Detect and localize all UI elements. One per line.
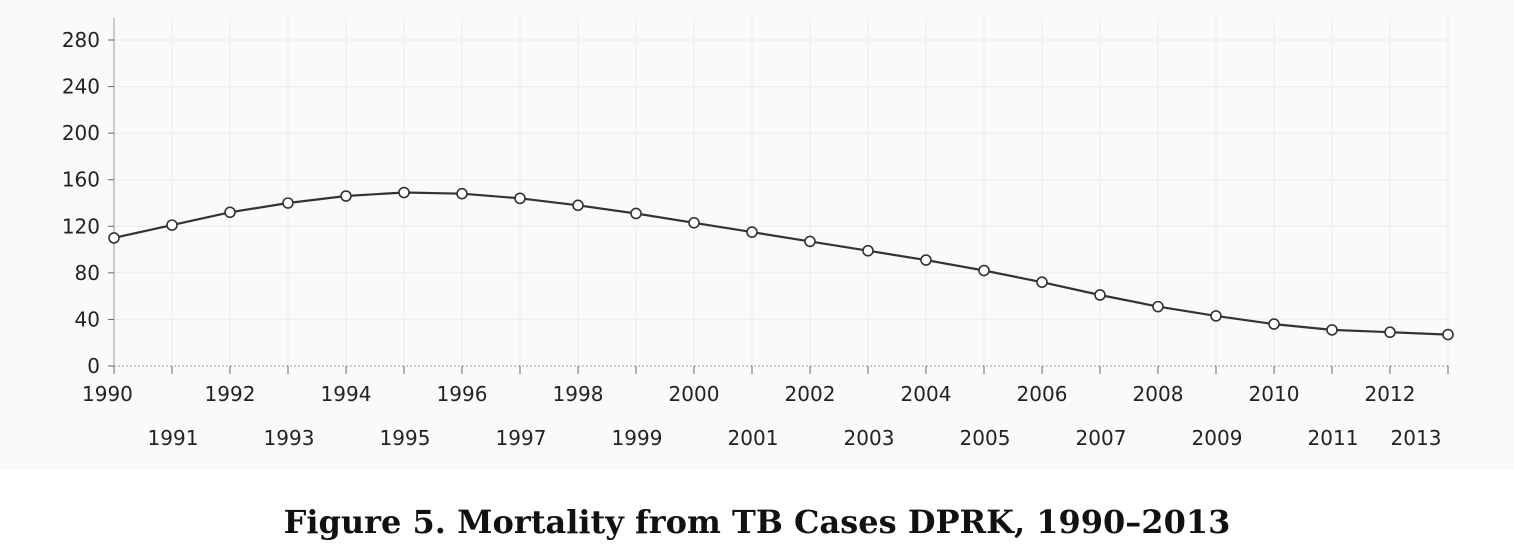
y-tick-label: 160 [62,168,100,192]
data-point [1210,310,1222,322]
data-point [514,192,526,205]
y-tick-label: 80 [75,261,100,285]
series-line [113,191,1449,336]
x-tick-label: 2003 [844,426,895,450]
x-tick-label: 2002 [785,382,836,406]
data-point [340,190,352,202]
data-point [224,206,236,219]
data-point [688,216,700,229]
y-tick-label: 240 [62,75,100,99]
x-tick-label: 1999 [612,426,663,450]
data-point [1326,324,1338,336]
data-point [166,219,178,231]
x-tick-label: 2005 [960,426,1011,450]
y-tick-label: 280 [62,28,100,52]
x-tick-label: 2004 [901,382,952,406]
x-tick-label: 2008 [1133,382,1184,406]
data-point [1442,328,1454,341]
x-tick-label: 2006 [1017,382,1068,406]
data-point [398,186,410,199]
x-tick-label: 1996 [437,382,488,406]
y-tick-label: 0 [87,354,100,378]
x-tick-label: 1994 [321,382,372,406]
data-point [1384,326,1396,339]
x-tick-label: 2000 [669,382,720,406]
data-point [1036,276,1048,288]
axes [113,18,1448,367]
data-point [630,207,642,220]
y-tick-label: 40 [75,307,100,331]
data-point [108,232,120,244]
x-tick-label: 2001 [728,426,779,450]
data-point [978,264,990,277]
x-tick-label: 1991 [148,426,199,450]
markers [108,186,1454,341]
data-point [572,199,584,212]
figure-caption: Figure 5. Mortality from TB Cases DPRK, … [283,503,1231,541]
data-point [920,254,932,266]
data-point [1152,300,1164,313]
chart-area: 0 40 80 120 160 200 240 280 1990 1991 1992 1993 199… [61,18,1454,450]
x-tick-label: 1990 [82,382,133,406]
data-point [804,235,816,248]
x-tick-label: 1992 [205,382,256,406]
series [113,191,1449,336]
x-tick-label: 1998 [553,382,604,406]
y-tick-label: 120 [62,214,100,238]
y-axis-ticks: 0 40 80 120 160 200 240 280 [62,28,114,378]
data-point [1094,289,1106,301]
data-point [456,187,468,200]
x-tick-label: 2013 [1391,426,1442,450]
x-tick-label: 2010 [1249,382,1300,406]
y-tick-label: 200 [62,121,100,145]
x-tick-label: 1995 [380,426,431,450]
x-tick-label: 2009 [1192,426,1243,450]
data-point [746,226,758,238]
x-tick-label: 2007 [1076,426,1127,450]
data-point [1268,318,1280,330]
grid [114,18,1449,366]
x-tick-label: 2012 [1365,382,1416,406]
x-tick-label: 1997 [496,426,547,450]
x-tick-label: 2011 [1308,426,1359,450]
x-tick-label: 1993 [264,426,315,450]
data-point [862,244,874,257]
data-point [282,197,294,209]
